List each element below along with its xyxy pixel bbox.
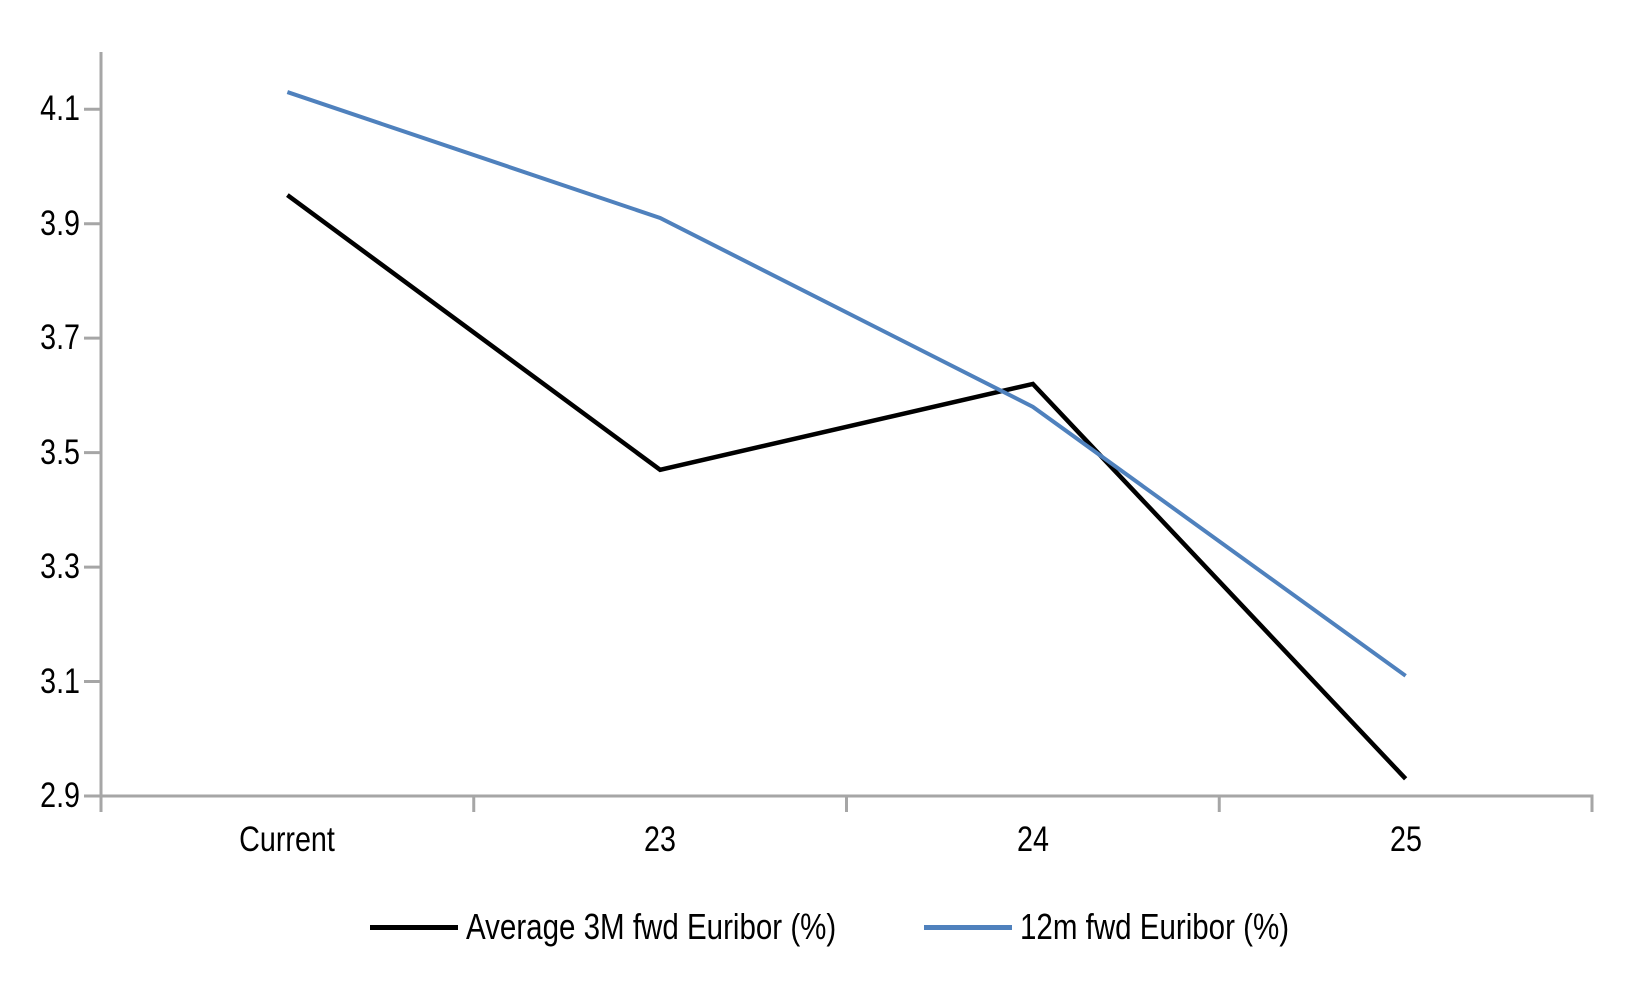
legend-item-avg-3m-fwd-euribor: Average 3M fwd Euribor (%) bbox=[370, 905, 918, 949]
legend-label-12m-fwd-euribor: 12m fwd Euribor (%) bbox=[1020, 906, 1290, 947]
legend-item-12m-fwd-euribor: 12m fwd Euribor (%) bbox=[924, 905, 1348, 949]
y-tick-label: 3.5 bbox=[40, 432, 80, 472]
series-line-avg-3m-fwd-euribor bbox=[286, 193, 1408, 781]
x-category-label: 25 bbox=[1389, 820, 1422, 859]
y-tick-label: 3.7 bbox=[40, 318, 80, 358]
y-tick-label: 2.9 bbox=[40, 776, 80, 815]
legend-label-avg-3m-fwd-euribor: Average 3M fwd Euribor (%) bbox=[466, 906, 837, 947]
blue-line-swatch-icon bbox=[924, 924, 1012, 930]
y-tick-label: 3.1 bbox=[40, 661, 80, 701]
y-tick-label: 3.3 bbox=[40, 547, 80, 587]
series-line-12m-fwd-euribor bbox=[286, 90, 1407, 678]
y-tick-label: 3.9 bbox=[40, 203, 80, 243]
x-category-label: 23 bbox=[644, 820, 677, 859]
x-category-label: Current bbox=[239, 820, 336, 859]
black-line-swatch-icon bbox=[370, 924, 458, 930]
x-category-label: 24 bbox=[1016, 820, 1049, 859]
y-tick-label: 4.1 bbox=[40, 89, 80, 129]
